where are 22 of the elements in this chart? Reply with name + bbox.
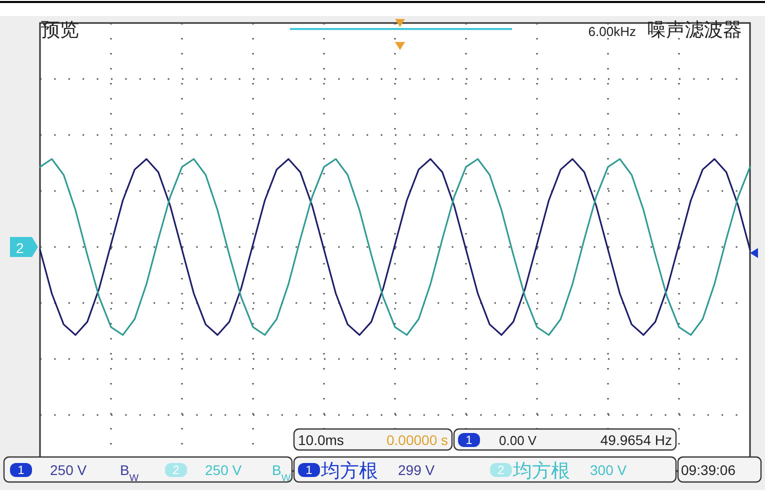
text: 均方根 bbox=[512, 460, 570, 482]
text: 2 bbox=[16, 240, 24, 256]
text: 10.0ms bbox=[298, 432, 344, 448]
text: B$_{W}$ bbox=[272, 462, 292, 484]
text: 250 V bbox=[50, 462, 88, 478]
text: 300 V bbox=[590, 462, 628, 478]
text: 250 V bbox=[205, 462, 242, 478]
text: 1 bbox=[466, 433, 473, 447]
text: 09:39:06 bbox=[681, 462, 736, 478]
text: 49.9654 Hz bbox=[600, 432, 672, 448]
text: 噪声滤波器 bbox=[647, 20, 742, 41]
text: 1 bbox=[306, 463, 313, 477]
text: 0.00000 s bbox=[386, 432, 448, 448]
text: 299 V bbox=[398, 462, 436, 478]
text: 2 bbox=[172, 463, 180, 477]
text: 0.00 V bbox=[499, 433, 537, 448]
text: 预览 bbox=[41, 20, 79, 41]
text: 均方根 bbox=[320, 460, 378, 482]
text: 2 bbox=[498, 463, 505, 477]
text: B$_{W}$ bbox=[120, 462, 140, 484]
text: 1 bbox=[18, 463, 25, 477]
text: 6.00kHz bbox=[588, 24, 636, 39]
